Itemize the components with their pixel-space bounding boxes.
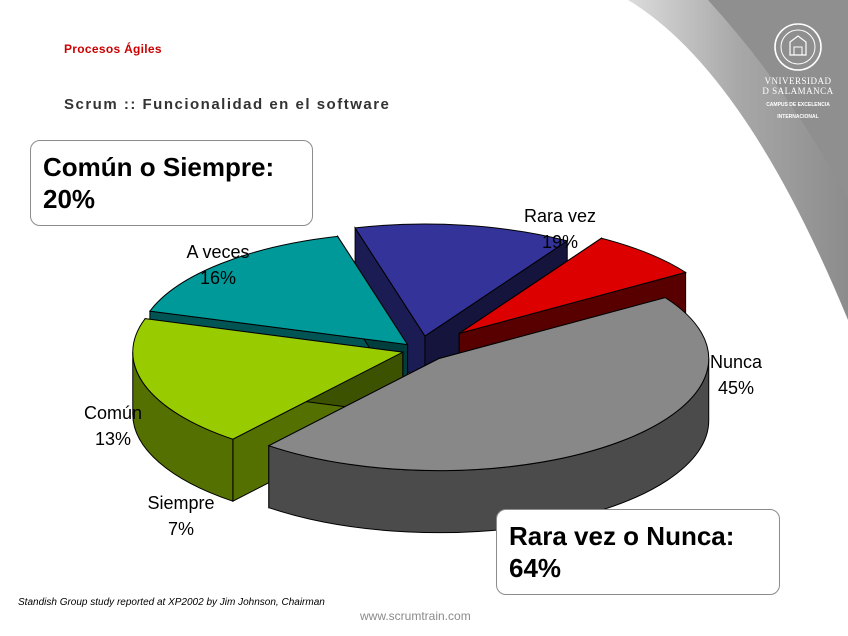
university-logo: VNIVERSIDAD D SALAMANCA CAMPUS DE EXCELE… [756, 22, 840, 120]
slice-value-label-0: 45% [718, 378, 754, 398]
slice-label-0: Nunca [710, 352, 763, 372]
callout-right-line2: 64% [509, 553, 562, 583]
logo-text-line2: D SALAMANCA [762, 86, 834, 96]
logo-text-line1: VNIVERSIDAD [764, 76, 832, 86]
callout-right-line1: Rara vez o Nunca: [509, 521, 735, 551]
university-seal-icon [774, 23, 822, 71]
logo-campus-line1: CAMPUS DE EXCELENCIA [766, 102, 830, 108]
slide-subtitle: Scrum :: Funcionalidad en el software [64, 96, 391, 113]
slice-label-1: Rara vez [524, 206, 596, 226]
pie-slice-0 [267, 296, 710, 534]
slice-value-label-1: 19% [542, 232, 578, 252]
pie-slice-4-top [458, 237, 687, 334]
pie-slice-3-top [354, 223, 569, 337]
pie-slice-2-top [148, 235, 409, 346]
slice-value-label-4: 7% [168, 519, 194, 539]
callout-common-or-always: Común o Siempre: 20% [30, 140, 313, 226]
section-kicker: Procesos Ágiles [64, 42, 162, 56]
slice-label-3: Común [84, 403, 142, 423]
logo-campus-line2: INTERNACIONAL [777, 114, 819, 120]
callout-left-line1: Común o Siempre: [43, 152, 275, 182]
slice-label-2: A veces [186, 242, 249, 262]
callout-left-line2: 20% [43, 184, 96, 214]
slice-label-4: Siempre [147, 493, 214, 513]
callout-rarely-or-never: Rara vez o Nunca: 64% [496, 509, 780, 595]
pie-slice-1-top [132, 318, 405, 440]
slice-value-label-3: 13% [95, 429, 131, 449]
footer-url: www.scrumtrain.com [360, 609, 471, 623]
source-note: Standish Group study reported at XP2002 … [18, 597, 325, 608]
pie-slice-0-top [267, 297, 710, 472]
slice-value-label-2: 16% [200, 268, 236, 288]
